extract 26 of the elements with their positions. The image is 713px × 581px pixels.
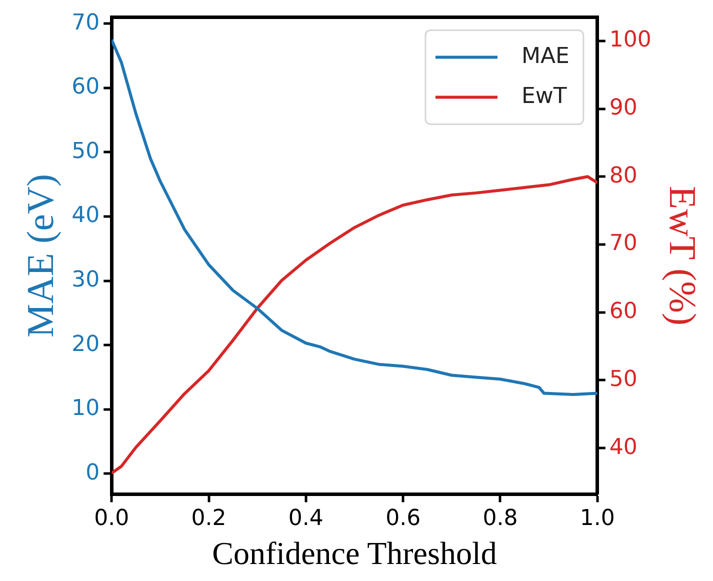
y-axis-title: MAE (eV) xyxy=(20,174,62,338)
y-tick-label: 20 xyxy=(72,332,100,357)
y-tick-label: 60 xyxy=(72,74,100,100)
y2-tick-label: 100 xyxy=(609,28,652,53)
y-tick-label: 10 xyxy=(72,396,100,422)
x-tick-label: 0.4 xyxy=(288,506,324,532)
y2-tick-label: 90 xyxy=(609,96,638,121)
y-tick-label: 70 xyxy=(72,10,100,36)
x-tick-label: 0.2 xyxy=(191,506,226,532)
legend-label: MAE xyxy=(521,44,570,69)
y2-tick-label: 50 xyxy=(609,366,638,392)
x-tick-label: 0.8 xyxy=(482,506,518,532)
legend-label: EwT xyxy=(521,84,568,109)
y-tick-label: 0 xyxy=(86,460,100,486)
x-tick-label: 1.0 xyxy=(580,506,615,532)
x-tick-label: 0.6 xyxy=(386,506,421,532)
y2-tick-label: 60 xyxy=(609,299,638,324)
y-tick-label: 30 xyxy=(72,267,100,292)
y2-tick-label: 80 xyxy=(609,163,638,188)
y-tick-label: 50 xyxy=(72,138,100,164)
x-axis-title: Confidence Threshold xyxy=(212,535,497,572)
x-tick-label: 0.0 xyxy=(94,506,130,532)
y2-tick-label: 40 xyxy=(609,434,638,460)
y-tick-label: 40 xyxy=(72,203,100,228)
y2-tick-label: 70 xyxy=(609,231,638,256)
y2-axis-title: EwT (%) xyxy=(661,186,704,326)
